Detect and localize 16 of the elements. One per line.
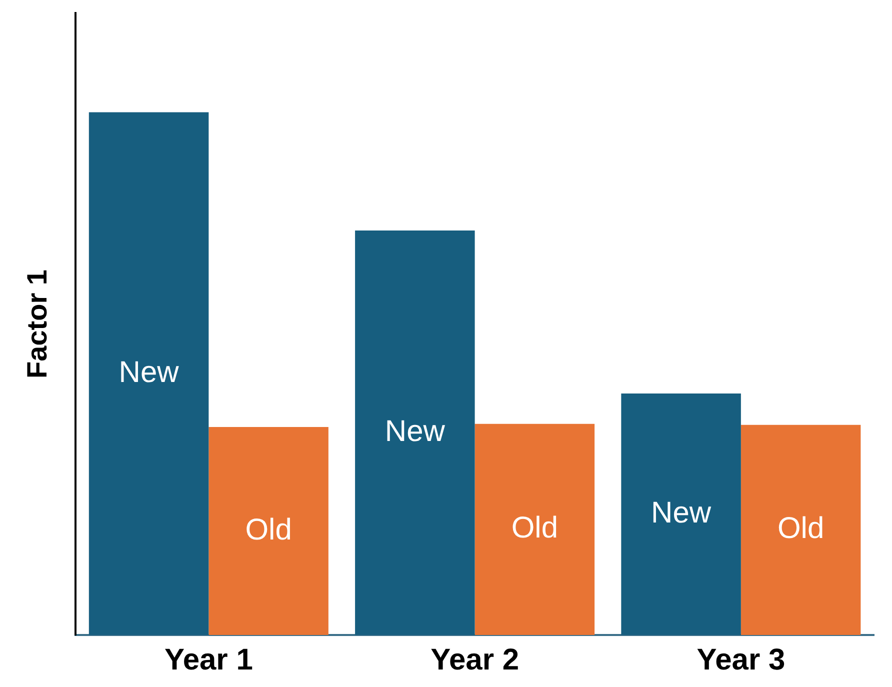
bar bbox=[355, 230, 475, 635]
text: New bbox=[651, 496, 712, 530]
series-label: Old bbox=[511, 512, 558, 545]
text: Old bbox=[777, 512, 824, 546]
x-tick-label: Year 2 bbox=[430, 643, 520, 676]
x-tick-label: Year 3 bbox=[696, 643, 786, 676]
y-axis-title: Factor 1 bbox=[22, 270, 53, 378]
text: New bbox=[384, 414, 445, 448]
series-label: New bbox=[118, 356, 180, 389]
bar bbox=[88, 112, 209, 635]
bar bbox=[474, 424, 595, 635]
bar bbox=[208, 426, 328, 635]
bar bbox=[621, 394, 741, 635]
x-tick-label: Year 1 bbox=[164, 643, 253, 676]
bar bbox=[740, 424, 861, 635]
text: Old bbox=[245, 513, 292, 546]
